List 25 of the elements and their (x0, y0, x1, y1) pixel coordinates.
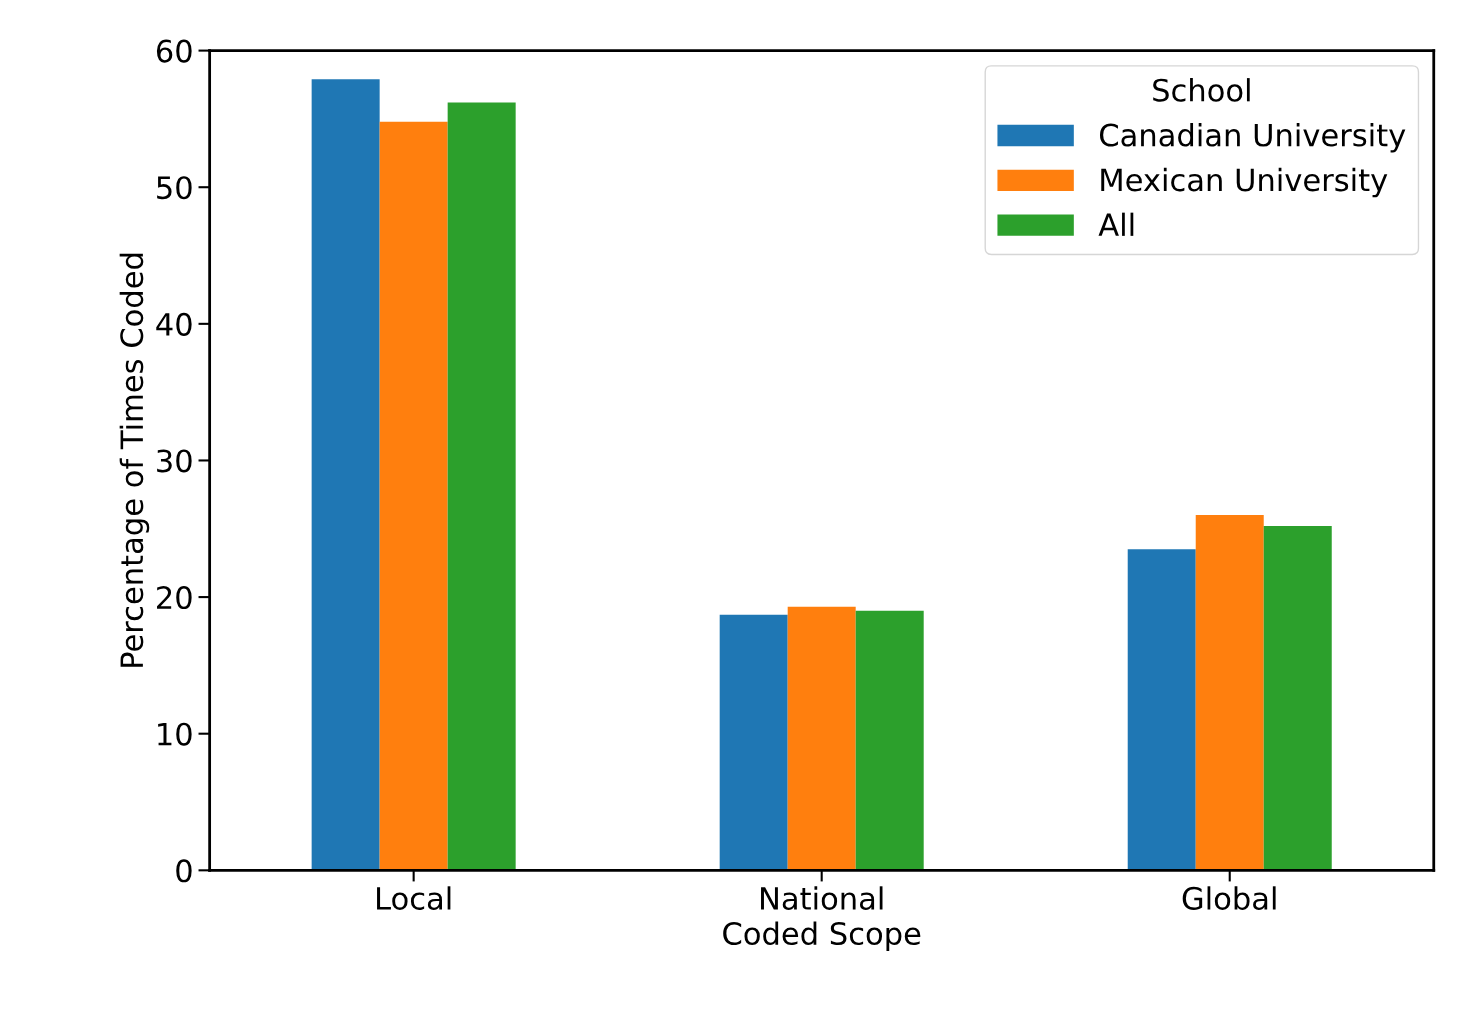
y-tick-label: 0 (176, 859, 192, 883)
bar (379, 121, 448, 871)
bar (311, 79, 380, 871)
legend-label: Canadian University (1099, 122, 1406, 153)
x-tick-label: Global (1182, 886, 1276, 910)
legend-label: Mexican University (1101, 167, 1388, 198)
bar (447, 102, 516, 871)
y-tick-label: 30 (157, 449, 192, 473)
x-tick-label: National (761, 886, 883, 910)
bar (1195, 515, 1264, 871)
y-tick-label: 50 (157, 176, 192, 200)
legend-title: School (1153, 78, 1250, 102)
bar (787, 606, 856, 871)
y-tick-label: 60 (156, 39, 192, 63)
y-tick-label: 10 (158, 722, 192, 746)
x-axis-title: Coded Scope (723, 921, 921, 951)
y-tick-label: 40 (156, 312, 192, 336)
bar (855, 610, 924, 871)
legend-label: All (1098, 212, 1134, 236)
y-axis-title: Percentage of Times Coded (119, 253, 150, 667)
bar (1263, 526, 1332, 871)
y-tick-label: 20 (157, 586, 192, 610)
bar (1127, 549, 1196, 871)
bar (719, 614, 788, 871)
x-tick-label: Local (377, 886, 451, 910)
